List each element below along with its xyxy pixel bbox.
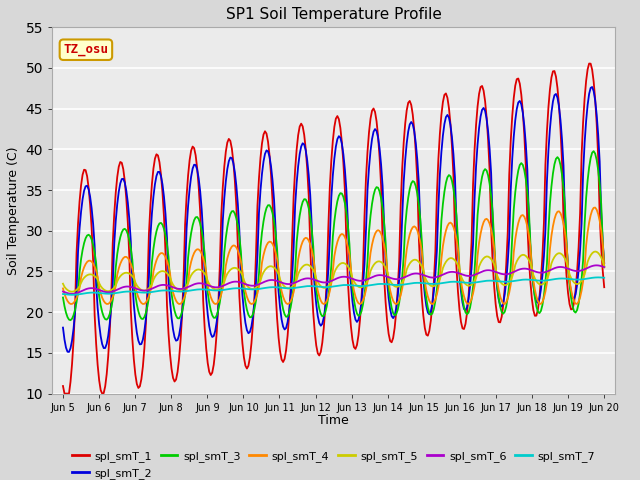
Line: spl_smT_5: spl_smT_5 <box>63 252 604 292</box>
spl_smT_2 <box>600 260 608 266</box>
spl_smT_3 <box>590 148 598 154</box>
spl_smT_1 <box>222 149 230 155</box>
spl_smT_5 <box>572 281 579 287</box>
spl_smT_6 <box>593 263 600 268</box>
spl_smT_4 <box>239 268 246 274</box>
spl_smT_7 <box>595 275 602 280</box>
spl_smT_2 <box>572 291 579 297</box>
spl_smT_3 <box>59 295 67 300</box>
spl_smT_3 <box>298 204 305 210</box>
Y-axis label: Soil Temperature (C): Soil Temperature (C) <box>7 146 20 275</box>
spl_smT_1 <box>586 60 593 66</box>
spl_smT_1 <box>249 321 257 326</box>
spl_smT_1 <box>600 284 608 290</box>
spl_smT_6 <box>572 268 579 274</box>
spl_smT_2 <box>588 84 596 90</box>
spl_smT_2 <box>127 239 134 245</box>
spl_smT_6 <box>222 282 230 288</box>
Line: spl_smT_2: spl_smT_2 <box>63 87 604 352</box>
spl_smT_4 <box>600 264 608 269</box>
spl_smT_5 <box>222 274 230 280</box>
spl_smT_7 <box>600 275 608 281</box>
Line: spl_smT_4: spl_smT_4 <box>63 207 604 304</box>
spl_smT_7 <box>68 292 76 298</box>
spl_smT_3 <box>67 317 74 323</box>
Line: spl_smT_6: spl_smT_6 <box>63 265 604 294</box>
spl_smT_4 <box>125 257 133 263</box>
spl_smT_4 <box>296 249 303 254</box>
X-axis label: Time: Time <box>318 414 349 427</box>
spl_smT_7 <box>59 291 67 297</box>
Legend: spl_smT_1, spl_smT_2, spl_smT_3, spl_smT_4, spl_smT_5, spl_smT_6, spl_smT_7: spl_smT_1, spl_smT_2, spl_smT_3, spl_smT… <box>68 447 600 480</box>
Line: spl_smT_3: spl_smT_3 <box>63 151 604 320</box>
Title: SP1 Soil Temperature Profile: SP1 Soil Temperature Profile <box>226 7 442 22</box>
spl_smT_4 <box>248 301 255 307</box>
spl_smT_5 <box>591 249 599 254</box>
spl_smT_6 <box>68 291 76 297</box>
spl_smT_6 <box>298 277 305 283</box>
spl_smT_2 <box>298 144 305 149</box>
spl_smT_6 <box>600 264 608 270</box>
spl_smT_5 <box>600 264 608 270</box>
spl_smT_1 <box>59 383 67 389</box>
spl_smT_6 <box>249 283 257 288</box>
spl_smT_6 <box>240 281 248 287</box>
spl_smT_4 <box>220 276 228 282</box>
spl_smT_4 <box>572 301 579 307</box>
spl_smT_7 <box>127 288 134 294</box>
spl_smT_3 <box>127 245 134 251</box>
spl_smT_5 <box>240 277 248 283</box>
spl_smT_5 <box>68 289 76 295</box>
spl_smT_2 <box>222 179 230 184</box>
spl_smT_6 <box>59 288 67 294</box>
spl_smT_1 <box>572 288 579 293</box>
spl_smT_1 <box>61 391 68 396</box>
spl_smT_7 <box>572 276 579 282</box>
spl_smT_7 <box>298 284 305 290</box>
spl_smT_1 <box>240 354 248 360</box>
spl_smT_7 <box>240 286 248 291</box>
spl_smT_2 <box>249 314 257 320</box>
spl_smT_2 <box>240 308 248 314</box>
Line: spl_smT_1: spl_smT_1 <box>63 63 604 394</box>
spl_smT_7 <box>222 287 230 292</box>
spl_smT_5 <box>249 286 257 292</box>
spl_smT_5 <box>298 265 305 271</box>
spl_smT_1 <box>127 307 134 313</box>
spl_smT_3 <box>222 235 230 241</box>
spl_smT_7 <box>249 287 257 292</box>
spl_smT_4 <box>356 301 364 307</box>
spl_smT_3 <box>600 264 608 269</box>
spl_smT_3 <box>249 312 257 317</box>
spl_smT_4 <box>591 204 599 210</box>
spl_smT_3 <box>240 288 248 294</box>
spl_smT_5 <box>127 272 134 277</box>
spl_smT_2 <box>65 349 73 355</box>
spl_smT_2 <box>59 325 67 331</box>
spl_smT_4 <box>59 286 67 291</box>
spl_smT_5 <box>59 281 67 287</box>
spl_smT_1 <box>298 121 305 127</box>
spl_smT_6 <box>127 284 134 290</box>
Text: TZ_osu: TZ_osu <box>63 43 108 56</box>
spl_smT_3 <box>572 310 579 315</box>
Line: spl_smT_7: spl_smT_7 <box>63 277 604 295</box>
